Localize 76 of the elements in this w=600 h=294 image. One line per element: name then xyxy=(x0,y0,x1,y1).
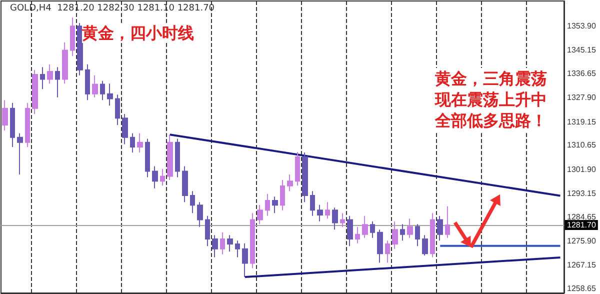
candlestick xyxy=(167,134,173,181)
candlestick xyxy=(287,174,293,192)
candlestick xyxy=(25,102,30,148)
candlestick xyxy=(400,224,405,242)
candlestick xyxy=(175,138,180,178)
candlestick xyxy=(2,100,8,131)
candlestick xyxy=(145,138,150,178)
y-tick-label: 1310.65 xyxy=(567,140,596,150)
candlestick xyxy=(242,242,248,278)
candlestick xyxy=(107,83,113,106)
y-tick-label: 1301.90 xyxy=(567,164,596,174)
y-tick-label: 1258.65 xyxy=(567,284,596,293)
candlestick xyxy=(160,168,165,186)
candlestick xyxy=(152,166,158,189)
candlestick xyxy=(340,212,345,228)
candlestick xyxy=(85,64,90,101)
candlestick xyxy=(115,94,120,126)
candlestick xyxy=(197,202,203,228)
candlestick xyxy=(47,64,53,84)
candlestick xyxy=(227,234,233,252)
candlestick xyxy=(272,196,278,214)
y-tick-label: 1293.15 xyxy=(567,188,596,198)
candlestick xyxy=(130,132,135,154)
y-tick-label: 1275.90 xyxy=(567,236,596,246)
candlestick xyxy=(220,232,225,255)
candlestick xyxy=(347,215,353,247)
candlestick xyxy=(437,215,443,242)
candlestick xyxy=(370,220,375,238)
candlestick xyxy=(190,190,195,214)
candlestick xyxy=(40,66,45,90)
y-tick-label: 1267.15 xyxy=(567,260,596,270)
candlestick xyxy=(295,151,300,186)
candlestick xyxy=(302,152,308,203)
candlestick xyxy=(92,74,98,98)
candlestick xyxy=(77,22,83,76)
annotation: GOLD,H4 1281.20 1282.30 1281.10 1281.70 xyxy=(10,4,215,14)
candlestick xyxy=(362,215,368,238)
candlestick xyxy=(257,204,263,225)
y-tick-label: 1284.65 xyxy=(567,212,596,222)
candlestick xyxy=(422,234,428,256)
candlestick xyxy=(10,102,15,148)
candlestick xyxy=(17,132,23,176)
candlestick xyxy=(100,80,105,101)
candlestick xyxy=(205,215,210,247)
candlestick xyxy=(325,202,330,220)
candlestick xyxy=(182,166,188,203)
candlestick xyxy=(317,204,323,222)
candlestick xyxy=(55,66,60,98)
candlestick xyxy=(407,218,413,238)
candlestick xyxy=(415,224,420,247)
candlestick xyxy=(310,190,315,216)
annotation: 黄金，四小时线 xyxy=(81,24,194,42)
candlestick xyxy=(62,42,68,84)
candlestick xyxy=(430,212,435,258)
y-tick-label: 1327.90 xyxy=(567,93,596,102)
candlestick xyxy=(355,226,360,244)
y-tick-label: 1319.15 xyxy=(567,117,596,126)
candlestick xyxy=(235,240,240,258)
candlestick xyxy=(392,220,398,250)
annotation: 黄金，三角震荡现在震荡上升中全部低多思路！ xyxy=(434,69,547,130)
candlestick xyxy=(32,69,38,114)
candlestick xyxy=(445,206,450,238)
candlestick xyxy=(280,180,285,211)
candlestick xyxy=(122,113,128,145)
candlestick xyxy=(250,212,255,269)
y-tick-label: 1353.90 xyxy=(567,22,596,31)
y-tick-label: 1336.65 xyxy=(567,69,596,78)
candlestick xyxy=(137,132,143,154)
candlestick xyxy=(265,193,270,216)
candlestick xyxy=(70,17,75,57)
ref-line-label: 1281.70 xyxy=(567,220,596,230)
y-tick-label: 1345.15 xyxy=(567,46,596,55)
candlestick xyxy=(212,234,218,258)
candlestick xyxy=(385,240,390,264)
candlestick xyxy=(332,207,338,230)
candlestick xyxy=(377,229,383,264)
